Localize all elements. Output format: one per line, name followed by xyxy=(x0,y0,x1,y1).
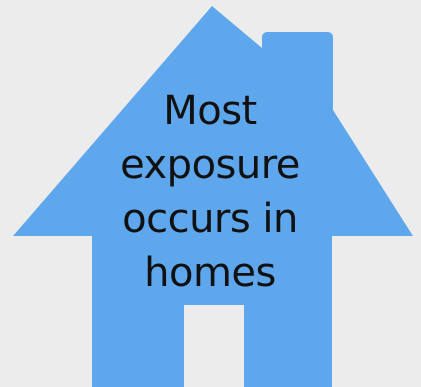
caption: Most exposure occurs in homes xyxy=(105,84,315,300)
house-shape xyxy=(13,6,413,387)
caption-line-2: exposure xyxy=(120,142,300,188)
caption-line-4: homes xyxy=(144,250,276,296)
caption-line-1: Most xyxy=(163,88,257,134)
caption-line-3: occurs in xyxy=(122,196,298,242)
